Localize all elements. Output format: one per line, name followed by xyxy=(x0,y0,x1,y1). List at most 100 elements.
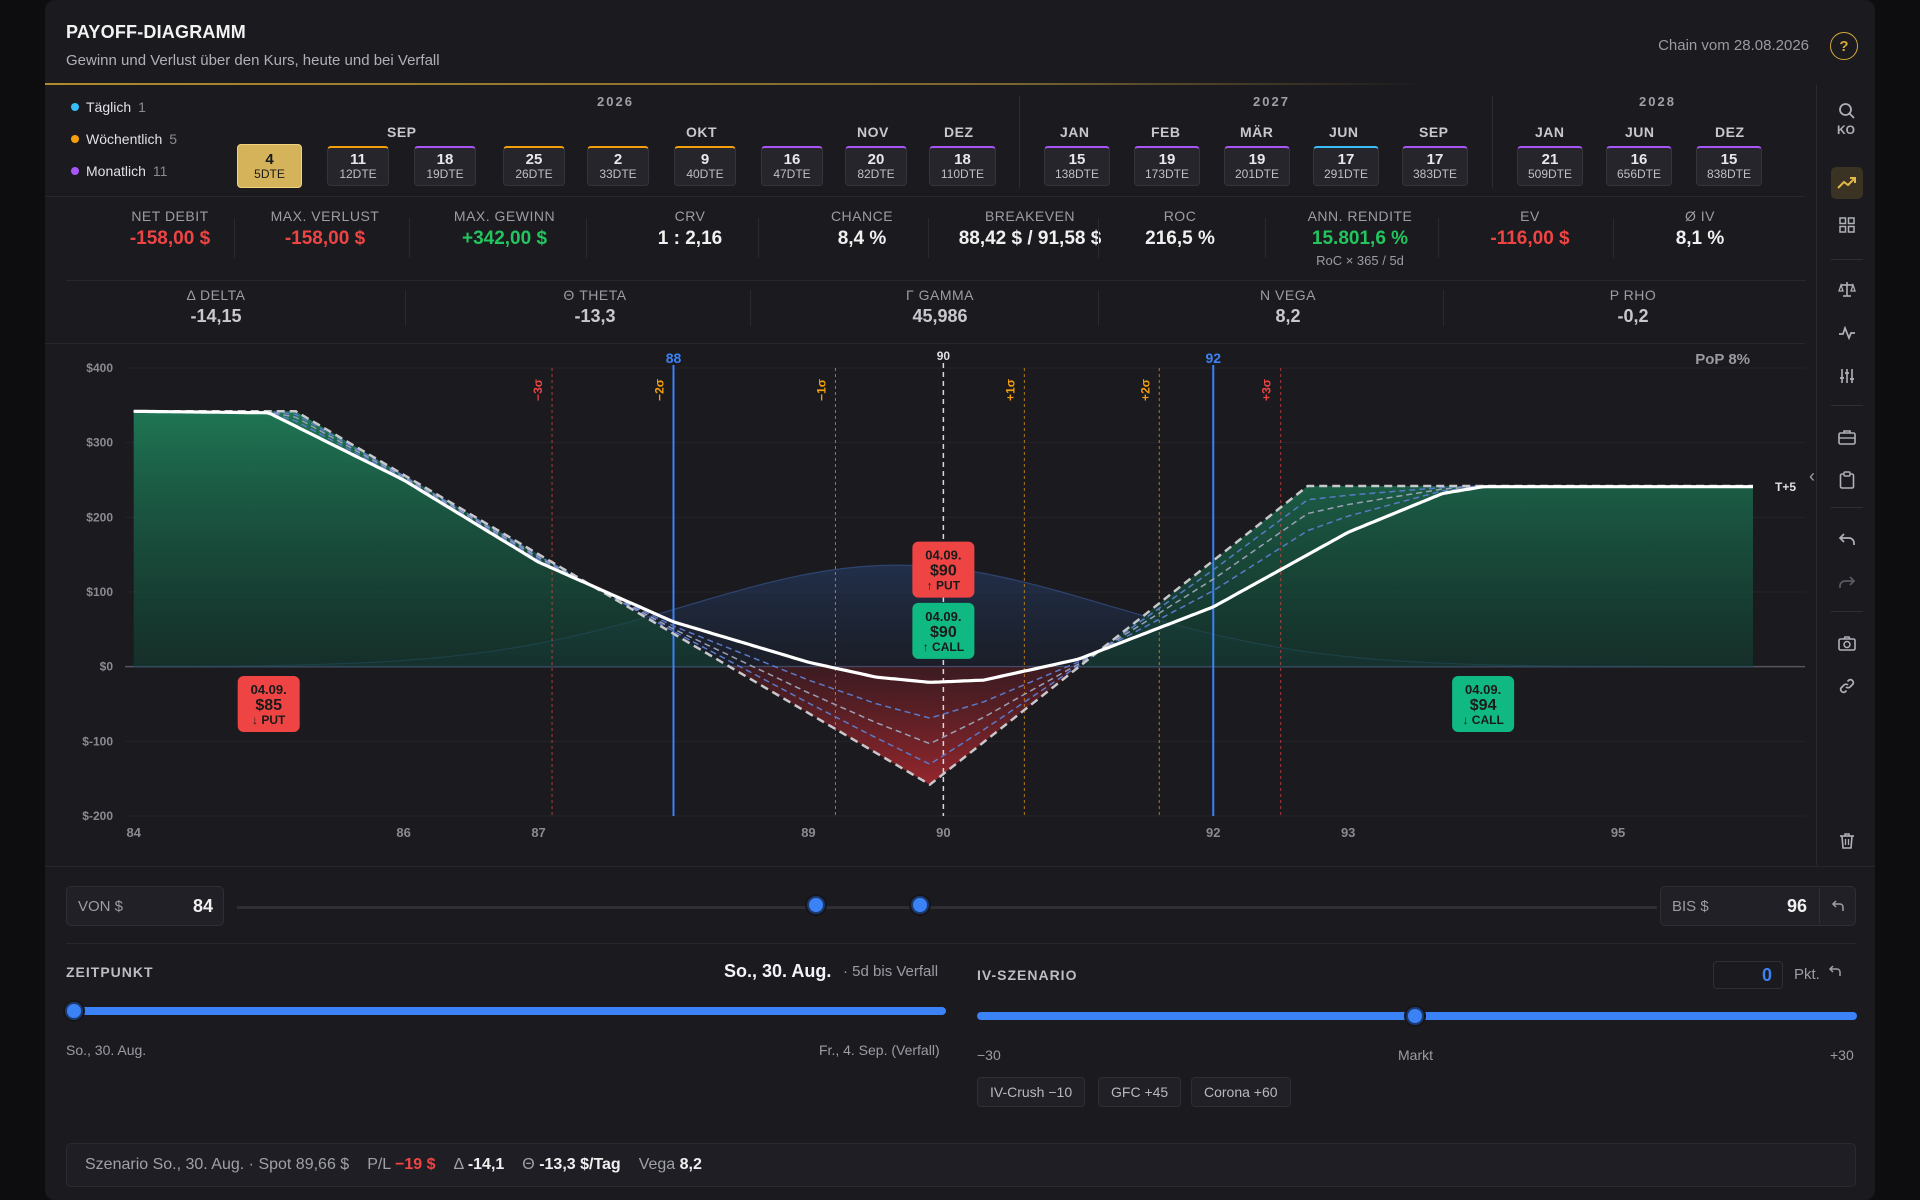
expiration-chip[interactable]: 20 82DTE xyxy=(845,146,907,186)
metric-value: 8,1 % xyxy=(1675,228,1725,249)
link-icon[interactable] xyxy=(1831,670,1863,702)
range-from-field[interactable]: VON $ 84 xyxy=(66,886,224,926)
marker-box xyxy=(1452,676,1515,732)
legend-label: Monatlich xyxy=(86,163,146,179)
range-slider-handle-left[interactable] xyxy=(807,896,825,914)
expiration-chip[interactable]: 16 656DTE xyxy=(1606,146,1672,186)
expiration-chip[interactable]: 9 40DTE xyxy=(674,146,736,186)
legend-monthly[interactable]: Monatlich 11 xyxy=(71,163,167,179)
iv-preset-gfc[interactable]: GFC +45 xyxy=(1098,1077,1182,1107)
grid-icon[interactable] xyxy=(1831,209,1863,241)
iv-reset-button[interactable] xyxy=(1828,964,1842,983)
payoff-panel: PAYOFF-DIAGRAMM Gewinn und Verlust über … xyxy=(45,0,1875,1200)
greek-delta: Δ DELTA -14,15 xyxy=(66,287,366,327)
metric-ev: EV -116,00 $ xyxy=(1455,208,1605,250)
expiration-chip[interactable]: 18 110DTE xyxy=(929,146,996,186)
activity-icon[interactable] xyxy=(1831,317,1863,349)
exp-dte: 838DTE xyxy=(1706,167,1752,181)
exp-dte: 12DTE xyxy=(339,167,377,181)
expiration-chip[interactable]: 11 12DTE xyxy=(327,146,389,186)
page-title: PAYOFF-DIAGRAMM xyxy=(66,22,246,42)
exp-dte: 110DTE xyxy=(940,167,985,181)
range-to-value[interactable]: 96 xyxy=(1786,895,1807,916)
time-curve xyxy=(133,410,1753,745)
expiration-chip[interactable]: 15 138DTE xyxy=(1044,146,1110,186)
range-to-field[interactable]: BIS $ 96 xyxy=(1660,886,1856,926)
expiration-chip[interactable]: 18 19DTE xyxy=(414,146,476,186)
trash-icon[interactable] xyxy=(1831,825,1863,857)
legend-daily[interactable]: Täglich 1 xyxy=(71,99,146,115)
vega-label: Vega xyxy=(638,1156,676,1173)
exp-dte: 201DTE xyxy=(1234,167,1280,181)
search-icon[interactable] xyxy=(1831,95,1863,127)
trend-chart-icon[interactable] xyxy=(1831,167,1863,199)
time-label: ZEITPUNKT xyxy=(66,964,154,980)
range-from-value[interactable]: 84 xyxy=(192,895,213,916)
iv-value-input[interactable]: 0 xyxy=(1713,961,1783,989)
trade-marker[interactable]: 04.09.$85↓ PUT xyxy=(237,676,300,732)
time-slider-handle[interactable] xyxy=(65,1002,83,1020)
camera-icon[interactable] xyxy=(1831,627,1863,659)
divider xyxy=(45,196,1805,197)
payoff-chart[interactable]: −3σ −2σ −1σ +1σ +2σ +3σ 88 92 90 $400 $300 $200 $10… xyxy=(45,345,1805,865)
metric-label: EV xyxy=(1520,208,1540,224)
range-slider-handle-right[interactable] xyxy=(911,896,929,914)
expiration-chip[interactable]: 2 33DTE xyxy=(587,146,649,186)
marker-kind: ↑ PUT xyxy=(927,579,961,593)
legend-dot-monthly xyxy=(71,167,79,175)
expiration-chip[interactable]: 19 173DTE xyxy=(1134,146,1200,186)
range-slider-track[interactable] xyxy=(237,906,1657,909)
marker-date: 04.09. xyxy=(251,682,287,697)
divider xyxy=(1831,611,1863,612)
clipboard-icon[interactable] xyxy=(1831,464,1863,496)
reset-icon xyxy=(1831,900,1844,911)
trade-marker[interactable]: 04.09.$90↑ CALL xyxy=(912,602,975,659)
legend-label: Täglich xyxy=(86,99,132,115)
sliders-icon[interactable] xyxy=(1831,360,1863,392)
range-reset-button[interactable] xyxy=(1819,888,1855,924)
time-start-label: So., 30. Aug. xyxy=(66,1042,147,1058)
legend-weekly[interactable]: Wöchentlich 5 xyxy=(71,131,177,147)
metric-max-gain: MAX. GEWINN +342,00 $ xyxy=(417,208,592,250)
metric-value: 88,42 $ / 91,58 $ xyxy=(958,228,1102,249)
trade-marker[interactable]: 04.09.$94↓ CALL xyxy=(1452,676,1515,732)
metric-net-debit: NET DEBIT -158,00 $ xyxy=(95,208,245,250)
expiration-chip[interactable]: 25 26DTE xyxy=(503,146,565,186)
scenario-pl: P/L −19 $ xyxy=(367,1156,435,1174)
exp-day: 16 xyxy=(783,151,801,168)
iv-preset-crush[interactable]: IV-Crush −10 xyxy=(977,1077,1086,1107)
metric-chance: CHANCE 8,4 % xyxy=(787,208,937,250)
iv-slider-handle[interactable] xyxy=(1406,1007,1424,1025)
scale-icon[interactable] xyxy=(1831,273,1863,305)
month-label: MÄR xyxy=(1240,124,1274,140)
scenario-vega: Vega 8,2 xyxy=(639,1156,702,1174)
expiration-chip[interactable]: 19 201DTE xyxy=(1224,146,1290,186)
collapse-chevron-icon[interactable]: ‹ xyxy=(1809,466,1815,486)
exp-dte: 82DTE xyxy=(857,167,895,181)
greek-value: -14,15 xyxy=(190,306,242,326)
undo-icon[interactable] xyxy=(1831,523,1863,555)
metric-value: -158,00 $ xyxy=(284,228,366,249)
divider xyxy=(1831,405,1863,406)
greek-label: Γ GAMMA xyxy=(906,287,974,303)
briefcase-icon[interactable] xyxy=(1831,421,1863,453)
metric-value: -158,00 $ xyxy=(129,228,211,249)
help-button[interactable]: ? xyxy=(1830,32,1858,60)
expiration-chip[interactable]: 16 47DTE xyxy=(761,146,823,186)
expiration-chip[interactable]: 21 509DTE xyxy=(1517,146,1583,186)
expiration-chip[interactable]: 4 5DTE xyxy=(237,144,302,188)
greek-theta: Θ THETA -13,3 xyxy=(445,287,745,327)
sigma-lines-layer: −3σ −2σ −1σ +1σ +2σ +3σ 88 92 90 xyxy=(531,349,1282,816)
expiration-chip[interactable]: 17 291DTE xyxy=(1313,146,1379,186)
exp-dte: 33DTE xyxy=(599,167,637,181)
expiration-chip[interactable]: 17 383DTE xyxy=(1402,146,1468,186)
time-slider-track[interactable] xyxy=(66,1007,946,1015)
chain-date: Chain vom 28.08.2026 xyxy=(1658,37,1809,54)
greek-gamma: Γ GAMMA 45,986 xyxy=(790,287,1090,327)
iv-preset-corona[interactable]: Corona +60 xyxy=(1191,1077,1291,1107)
trade-marker[interactable]: 04.09.$90↑ PUT xyxy=(912,541,975,598)
redo-icon[interactable] xyxy=(1831,566,1863,598)
range-from-label: VON $ xyxy=(78,897,124,915)
expiration-chip[interactable]: 15 838DTE xyxy=(1696,146,1762,186)
